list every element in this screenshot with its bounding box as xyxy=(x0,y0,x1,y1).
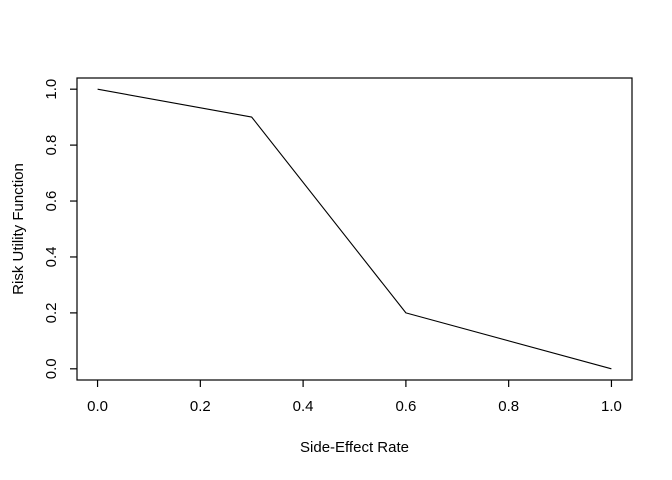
x-axis-title: Side-Effect Rate xyxy=(300,439,409,456)
x-tick-label: 1.0 xyxy=(601,398,622,415)
plot-box xyxy=(76,77,633,381)
y-tick-label: 0.6 xyxy=(43,191,60,212)
y-tick-label: 1.0 xyxy=(43,79,60,100)
x-axis: 0.0 0.2 0.4 0.6 0.8 1.0 xyxy=(87,380,622,415)
x-tick-label: 0.0 xyxy=(87,398,108,415)
x-tick-label: 0.6 xyxy=(395,398,416,415)
x-tick-label: 0.2 xyxy=(190,398,211,415)
y-tick-label: 0.4 xyxy=(43,247,60,268)
y-axis-title: Risk Utility Function xyxy=(10,163,27,295)
data-line xyxy=(97,88,612,370)
y-axis: 0.0 0.2 0.4 0.6 0.8 1.0 xyxy=(43,79,77,379)
y-tick-label: 0.2 xyxy=(43,302,60,323)
x-tick-label: 0.4 xyxy=(293,398,314,415)
x-tick-label: 0.8 xyxy=(498,398,519,415)
y-tick-label: 0.8 xyxy=(43,135,60,156)
y-tick-label: 0.0 xyxy=(43,358,60,379)
